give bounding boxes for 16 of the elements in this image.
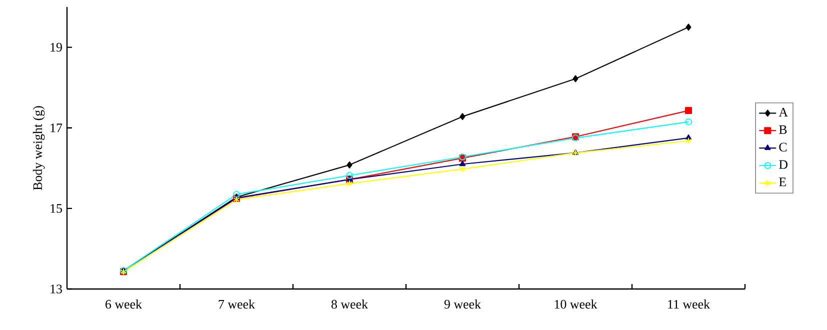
legend-label: C <box>779 142 787 152</box>
y-axis-title: Body weight (g) <box>32 106 45 190</box>
legend-label: E <box>779 178 786 186</box>
x-tick-label: 11 week <box>668 300 710 309</box>
x-tick-label: 8 week <box>331 300 368 309</box>
legend-label: A <box>778 108 788 116</box>
x-tick-label: 10 week <box>554 300 598 309</box>
legend-label: B <box>779 125 787 134</box>
legend-label: D <box>779 160 788 169</box>
y-tick-label: 17 <box>50 124 62 132</box>
y-tick-label: 19 <box>50 42 62 52</box>
x-tick-label: 7 week <box>218 300 256 309</box>
y-tick-label: 15 <box>50 204 62 213</box>
x-tick-label: 6 week <box>106 300 142 309</box>
x-tick-label: 9 week <box>444 300 482 309</box>
y-tick-label: 13 <box>50 284 62 294</box>
